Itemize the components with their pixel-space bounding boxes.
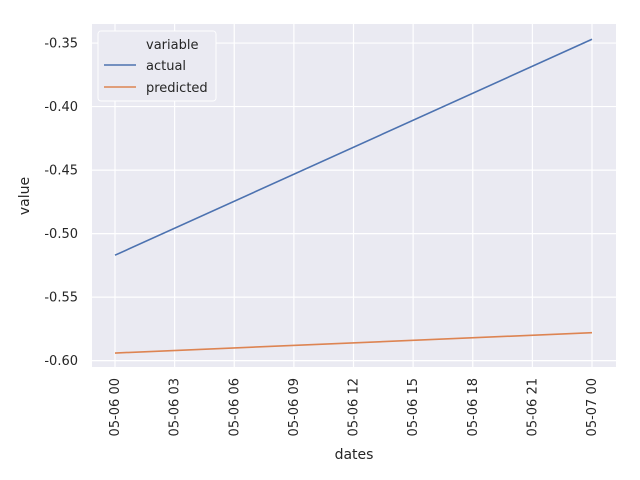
x-tick-label: 05-06 09 [287,378,302,436]
legend-title: variable [146,38,198,53]
x-tick-label: 05-06 03 [168,378,183,436]
series-group [114,38,593,354]
legend-entry-predicted: predicted [146,81,208,96]
legend: variable actual predicted [97,30,217,102]
y-tick-label: -0.55 [44,291,78,306]
x-tick-label: 05-06 21 [525,378,540,436]
x-tick-label: 05-06 18 [466,378,481,436]
legend-entry-actual: actual [146,59,186,74]
x-tick-label: 05-06 06 [227,378,242,436]
y-tick-label: -0.40 [44,100,78,115]
x-tick-label: 05-07 00 [585,378,600,436]
x-tick-label: 05-06 15 [406,378,421,436]
legend-box [97,30,217,102]
series-line-predicted [114,331,593,354]
y-axis-label: value [17,177,33,215]
series-line-actual [114,38,593,256]
y-tick-labels: -0.35 -0.40 -0.45 -0.50 -0.55 -0.60 [44,37,78,370]
x-tick-labels: 05-06 00 05-06 03 05-06 06 05-06 09 05-06 12… [108,378,600,436]
y-tick-label: -0.60 [44,354,78,369]
y-tick-label: -0.35 [44,37,78,52]
x-axis-label: dates [335,447,374,463]
grid [92,24,616,367]
y-tick-label: -0.50 [44,227,78,242]
x-tick-label: 05-06 00 [108,378,123,436]
y-tick-label: -0.45 [44,164,78,179]
x-tick-label: 05-06 12 [347,378,362,436]
